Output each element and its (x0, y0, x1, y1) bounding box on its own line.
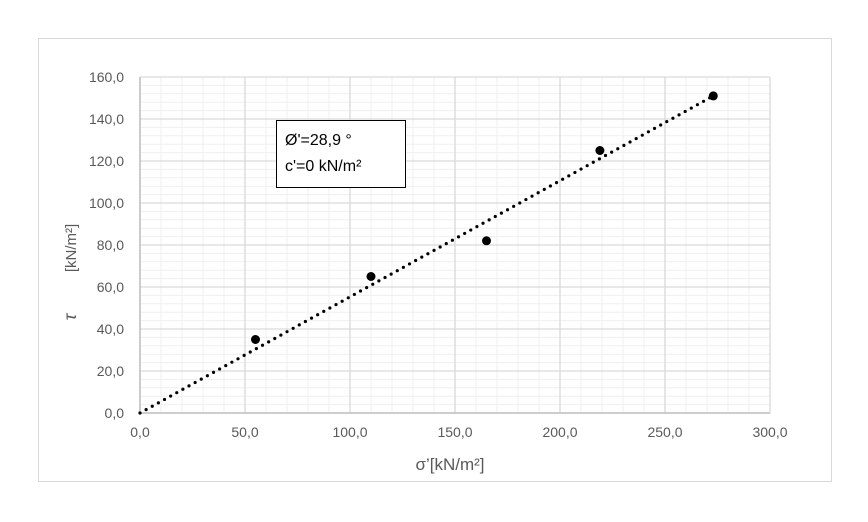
annotation-friction-angle: Ø'=28,9 ° (285, 132, 352, 149)
y-axis-unit: [kN/m²] (63, 224, 80, 272)
data-point (482, 236, 491, 246)
data-point (595, 146, 605, 155)
data-point (366, 272, 376, 281)
annotation-cohesion: c'=0 kN/m² (285, 158, 362, 175)
annotation-box: Ø'=28,9 ° c'=0 kN/m² (276, 120, 406, 188)
y-tick-label: 40,0 (97, 321, 124, 337)
axes (139, 77, 770, 414)
y-tick-label: 60,0 (97, 279, 124, 295)
y-axis-symbol: τ (60, 312, 80, 320)
chart-frame (38, 38, 832, 482)
y-tick-label: 160,0 (89, 69, 124, 85)
y-axis-label: τ [kN/m²] (60, 224, 80, 321)
trendline-dotted (138, 94, 715, 415)
data-points (251, 91, 718, 344)
x-tick-labels: 0,0 50,0 100,0 150,0 200,0 250,0 300,0 (130, 424, 787, 440)
y-tick-label: 80,0 (97, 237, 124, 253)
y-tick-label: 140,0 (89, 111, 124, 127)
y-tick-label: 120,0 (89, 153, 124, 169)
x-tick-label: 200,0 (542, 424, 577, 440)
y-tick-label: 0,0 (105, 405, 125, 421)
y-tick-label: 20,0 (97, 363, 124, 379)
x-axis-label: σ’[kN/m²] (415, 455, 484, 474)
trendline (138, 94, 715, 415)
y-tick-labels: 0,0 20,0 40,0 60,0 80,0 100,0 120,0 140,0 160,0 (89, 69, 124, 421)
x-tick-label: 50,0 (231, 424, 258, 440)
x-tick-label: 100,0 (332, 424, 367, 440)
x-tick-label: 0,0 (130, 424, 150, 440)
x-tick-label: 300,0 (752, 424, 787, 440)
x-tick-label: 150,0 (437, 424, 472, 440)
data-point (708, 91, 718, 101)
x-tick-label: 250,0 (647, 424, 682, 440)
data-point (251, 335, 260, 344)
y-tick-label: 100,0 (89, 195, 124, 211)
